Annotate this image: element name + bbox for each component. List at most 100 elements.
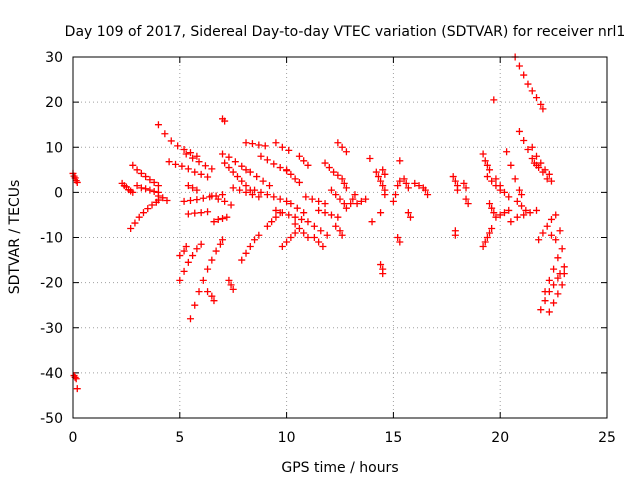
data-point <box>490 96 498 104</box>
x-axis-label: GPS time / hours <box>281 460 398 476</box>
data-point <box>133 166 141 174</box>
data-point <box>537 306 545 314</box>
data-point <box>462 184 470 192</box>
data-point <box>340 200 348 208</box>
data-point <box>327 211 335 219</box>
data-point <box>285 146 293 154</box>
data-point <box>163 196 171 204</box>
data-point <box>298 215 306 223</box>
y-tick-labels: -50 -40 -30 -20 -10 0 10 20 30 <box>40 50 63 427</box>
data-point <box>300 157 308 165</box>
data-point <box>257 152 265 160</box>
data-point <box>528 155 536 163</box>
data-point <box>526 209 534 217</box>
data-point <box>186 315 194 323</box>
data-point <box>530 159 538 167</box>
data-point <box>402 179 410 187</box>
data-point <box>545 308 553 316</box>
data-point <box>300 209 308 217</box>
data-point <box>137 184 145 192</box>
y-tick-label: 30 <box>45 50 63 66</box>
data-point <box>535 236 543 244</box>
data-point <box>379 270 387 278</box>
data-point <box>212 247 220 255</box>
data-point <box>255 231 263 239</box>
data-point <box>276 164 284 172</box>
data-point <box>272 213 280 221</box>
data-point <box>315 206 323 214</box>
data-point <box>72 375 80 383</box>
data-point <box>208 292 216 300</box>
data-point <box>174 142 182 150</box>
data-point <box>210 218 218 226</box>
x-tick-label: 20 <box>491 430 509 446</box>
data-point <box>146 186 154 194</box>
data-point <box>204 288 212 296</box>
data-point <box>295 224 303 232</box>
data-point <box>483 173 491 181</box>
data-point <box>321 159 329 167</box>
data-point <box>545 288 553 296</box>
data-point <box>511 175 519 183</box>
data-point <box>406 213 414 221</box>
data-points <box>69 53 568 393</box>
data-point <box>336 227 344 235</box>
data-point <box>310 234 318 241</box>
data-point <box>560 263 568 271</box>
data-point <box>253 173 261 181</box>
data-point <box>216 240 224 248</box>
data-point <box>479 150 487 158</box>
data-point <box>342 184 350 192</box>
data-point <box>488 177 496 185</box>
data-point <box>550 299 558 307</box>
plot-frame <box>72 56 608 419</box>
data-point <box>537 100 545 108</box>
data-point <box>550 281 558 289</box>
data-point <box>242 166 250 174</box>
data-point <box>208 192 216 200</box>
data-point <box>486 166 494 174</box>
data-point <box>492 213 500 221</box>
data-point <box>490 209 498 217</box>
data-point <box>142 185 150 193</box>
data-point <box>238 162 246 170</box>
data-point <box>379 182 387 190</box>
data-point <box>336 195 344 203</box>
data-point <box>150 178 158 186</box>
data-point <box>357 197 365 205</box>
data-point <box>349 195 357 203</box>
y-tick-label: 0 <box>54 185 63 201</box>
data-point <box>319 243 327 251</box>
data-point <box>424 191 432 199</box>
data-point <box>453 186 461 194</box>
data-point <box>197 209 205 217</box>
x-tick-label: 25 <box>598 430 616 446</box>
data-point <box>379 166 387 174</box>
data-point <box>558 245 566 253</box>
data-point <box>552 236 560 244</box>
data-point <box>223 213 231 221</box>
data-point <box>507 218 515 226</box>
data-point <box>236 186 244 194</box>
data-point <box>219 191 227 199</box>
data-point <box>554 254 562 262</box>
data-point <box>127 224 135 232</box>
data-point <box>167 137 175 145</box>
data-point <box>295 152 303 160</box>
data-point <box>325 164 333 172</box>
data-point <box>340 179 348 187</box>
data-point <box>193 245 201 253</box>
grid <box>73 57 607 418</box>
data-point <box>464 200 472 208</box>
data-point <box>272 206 280 214</box>
data-point <box>554 274 562 282</box>
data-point <box>229 184 237 192</box>
data-point <box>268 218 276 226</box>
data-point <box>396 157 404 165</box>
data-point <box>195 288 203 296</box>
data-point <box>547 215 555 223</box>
data-point <box>278 209 286 217</box>
data-point <box>165 158 173 166</box>
data-point <box>547 177 555 185</box>
data-point <box>178 162 186 170</box>
